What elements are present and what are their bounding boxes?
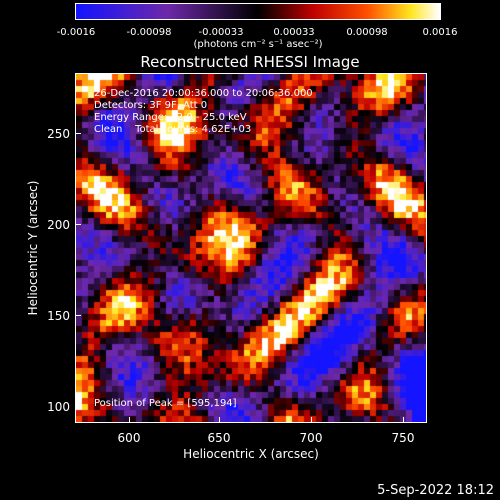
x-tick-label: 750 [391, 431, 415, 445]
x-tick-mark [129, 417, 130, 423]
x-tick-label: 650 [207, 431, 231, 445]
colorbar-unit-label: (photons cm⁻² s⁻¹ asec⁻²) [193, 39, 323, 50]
info-total-counts: Clean Total counts: 4.62E+03 [94, 124, 252, 135]
y-tick-mark [75, 406, 81, 407]
y-tick-mark [75, 315, 81, 316]
colorbar-tick: -0.00033 [198, 27, 244, 38]
info-energy-range: Energy Range: 12.0 - 25.0 keV [94, 112, 247, 123]
image-pixels [76, 74, 426, 422]
timestamp: 5-Sep-2022 18:12 [377, 483, 494, 498]
colorbar-tick: -0.0016 [56, 27, 96, 38]
colorbar-tick: -0.00098 [126, 27, 172, 38]
y-tick-mark [75, 224, 81, 225]
x-tick-mark [403, 417, 404, 423]
info-detectors: Detectors: 3F 9F, Att 0 [94, 100, 208, 111]
colorbar-tick: 0.0016 [422, 27, 458, 38]
rhessi-image: 26-Dec-2016 20:00:36.000 to 20:06:36.000… [75, 73, 427, 423]
colorbar [75, 3, 441, 20]
y-tick-label: 250 [47, 127, 70, 141]
colorbar-tick: 0.00033 [273, 27, 315, 38]
y-axis-label: Heliocentric Y (arcsec) [26, 180, 40, 316]
x-tick-mark [219, 417, 220, 423]
x-tick-label: 600 [117, 431, 141, 445]
x-tick-label: 700 [299, 431, 323, 445]
colorbar-tick: 0.00098 [346, 27, 388, 38]
info-peak-position: Position of Peak = [595,194] [94, 398, 237, 409]
y-tick-mark [75, 133, 81, 134]
plot-title: Reconstructed RHESSI Image [140, 53, 360, 71]
y-tick-label: 150 [47, 309, 70, 323]
y-tick-label: 100 [47, 400, 70, 414]
info-time-range: 26-Dec-2016 20:00:36.000 to 20:06:36.000 [94, 88, 313, 99]
y-tick-label: 200 [47, 218, 70, 232]
x-tick-mark [311, 417, 312, 423]
x-axis-label: Heliocentric X (arcsec) [183, 447, 319, 461]
